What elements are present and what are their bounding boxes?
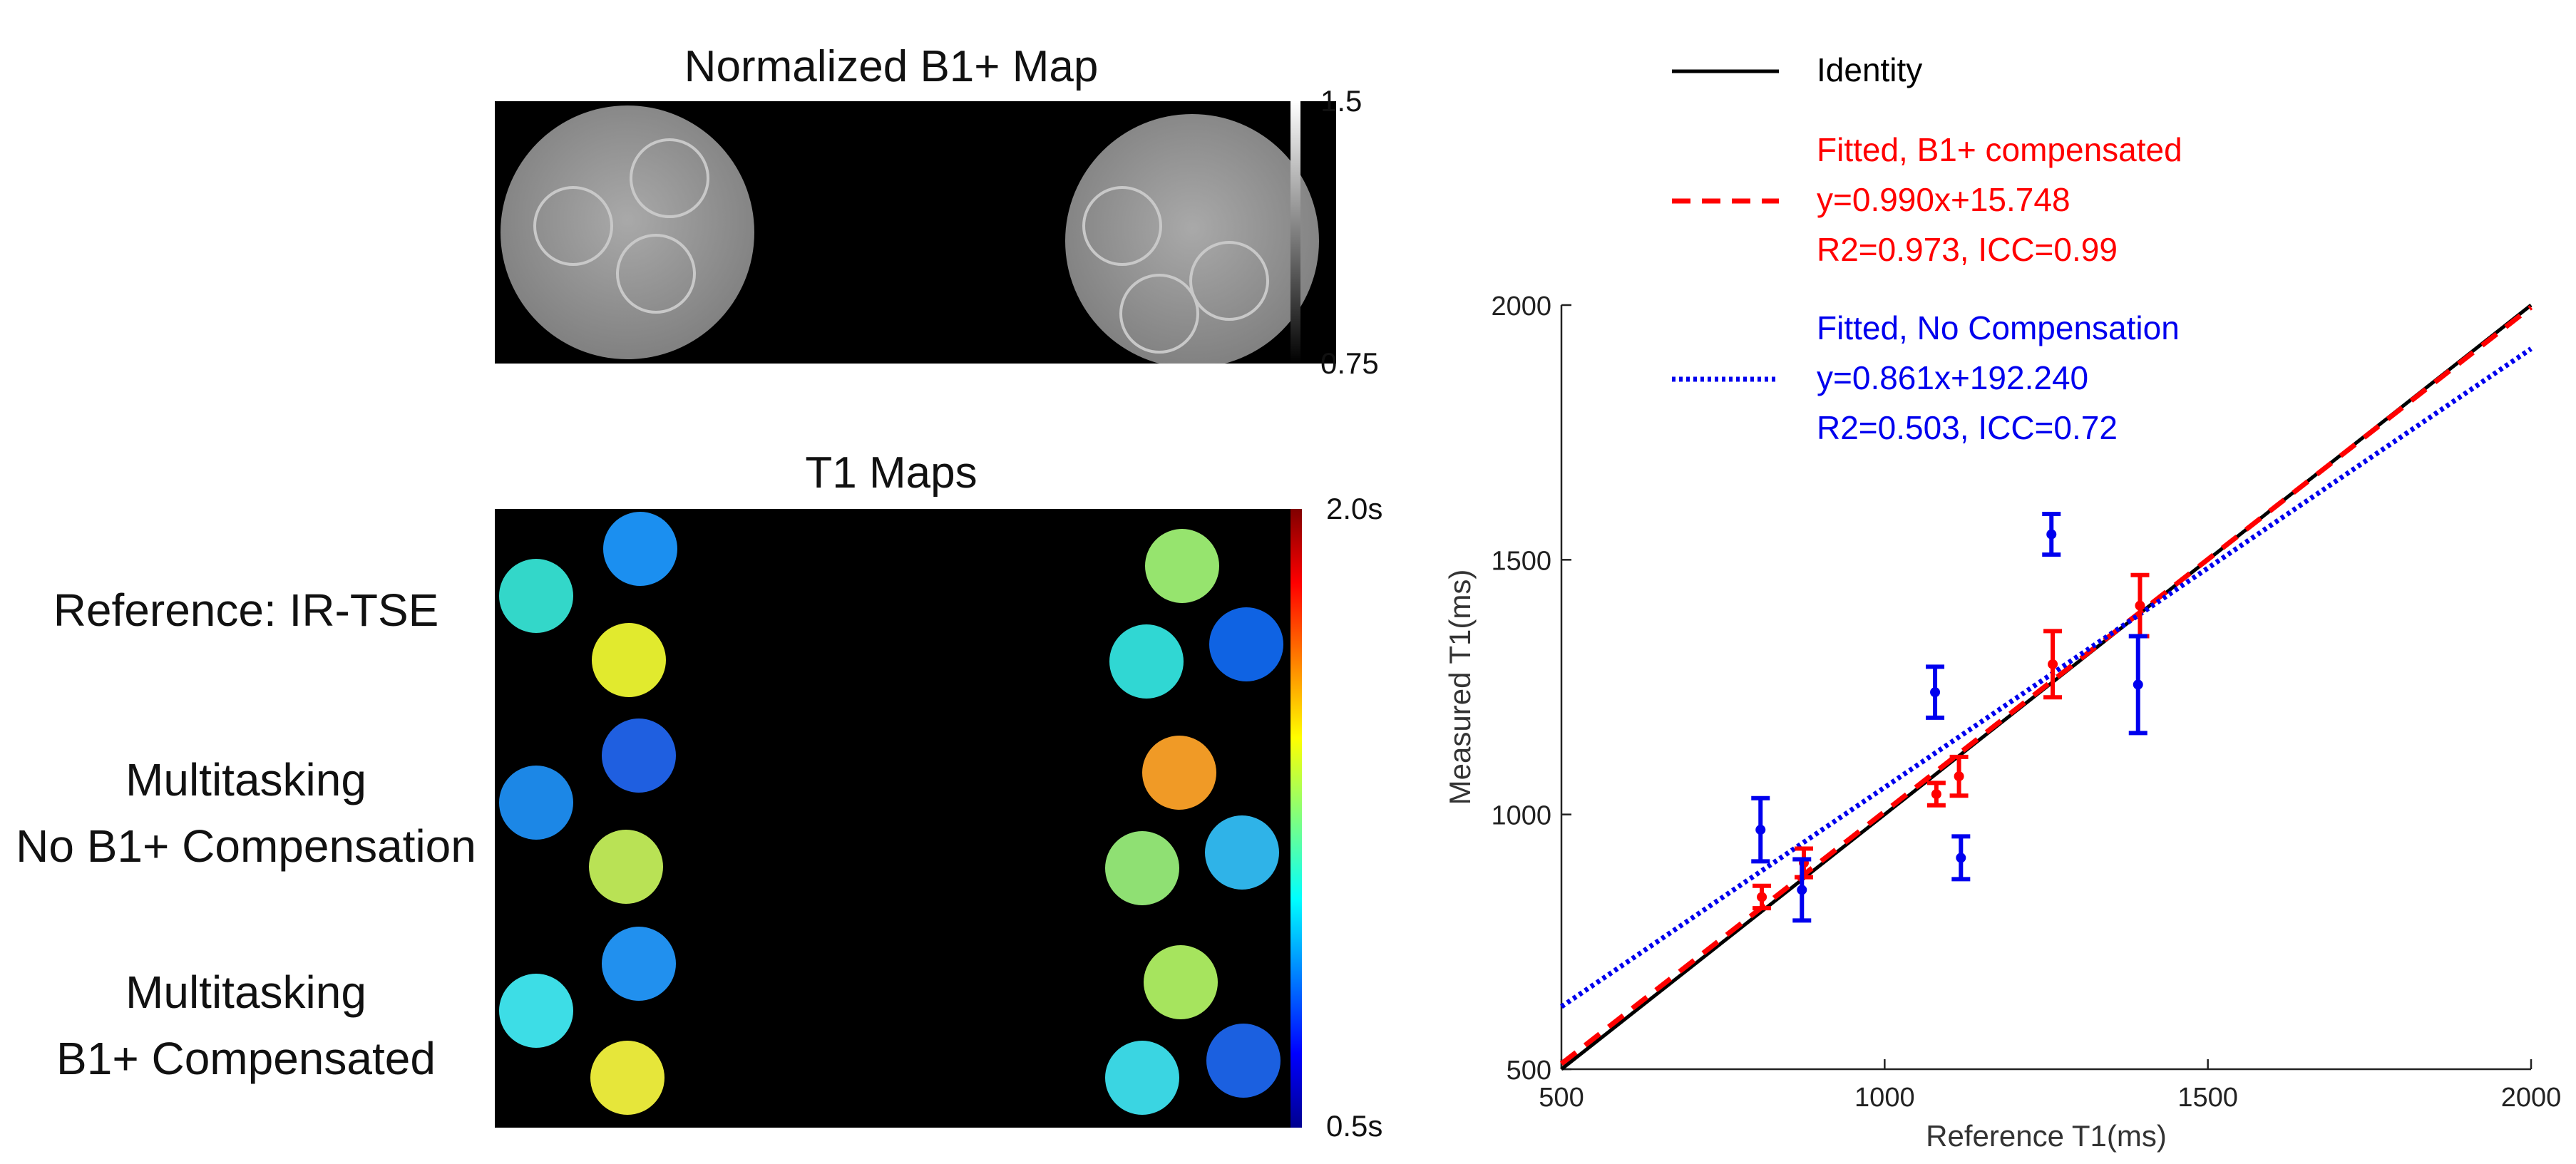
series-line-compensated — [1559, 305, 2533, 1066]
t1-vial — [1205, 815, 1279, 890]
t1-vial — [499, 974, 573, 1048]
legend-text-compensated: Fitted, B1+ compensated — [1817, 131, 2182, 168]
t1-vial — [590, 1041, 664, 1115]
b1-vial-ring — [1082, 186, 1162, 266]
x-tick-label: 2000 — [2501, 1083, 2562, 1113]
y-axis-label: Measured T1(ms) — [1443, 570, 1477, 805]
t1-vial — [1105, 831, 1179, 905]
b1-vial-ring — [616, 234, 696, 314]
b1-vial-ring — [1189, 241, 1269, 321]
b1-vial-ring — [533, 186, 613, 266]
x-axis-label: Reference T1(ms) — [1926, 1119, 2167, 1153]
data-point — [2046, 529, 2057, 540]
t1-vial — [1145, 529, 1219, 603]
legend-text-compensated: y=0.990x+15.748 — [1817, 181, 2070, 218]
row-label-reference: Reference: IR-TSE — [0, 577, 492, 644]
t1-maps-image — [495, 509, 1290, 1128]
t1-vial — [1105, 1041, 1179, 1115]
data-point — [1755, 825, 1766, 835]
x-tick-label: 1500 — [2177, 1083, 2238, 1113]
data-point — [2048, 659, 2058, 669]
t1-colorbar-max-label: 2.0s — [1326, 492, 1383, 525]
t1-vial — [1206, 1024, 1281, 1098]
legend-text-no_compensation: y=0.861x+192.240 — [1817, 359, 2088, 396]
row-label-line: Reference: IR-TSE — [53, 584, 439, 636]
data-point — [1954, 771, 1964, 782]
t1-vial — [1144, 945, 1218, 1019]
x-tick-label: 500 — [1539, 1083, 1584, 1113]
b1-colorbar-max-label: 1.5 — [1320, 84, 1363, 118]
t1-vial — [1109, 624, 1184, 699]
data-point — [2133, 679, 2143, 690]
data-point — [1757, 892, 1767, 902]
row-label-line: No B1+ Compensation — [16, 820, 476, 872]
t1-vial — [1209, 607, 1283, 681]
legend-text-no_compensation: Fitted, No Compensation — [1817, 309, 2180, 346]
b1-colorbar-min-label: 0.75 — [1320, 346, 1379, 380]
y-tick-label: 1500 — [1491, 546, 1551, 576]
data-point — [1931, 789, 1941, 800]
b1-map-title: Normalized B1+ Map — [684, 42, 1099, 91]
row-label-line: B1+ Compensated — [56, 1032, 436, 1084]
x-tick-label: 1000 — [1854, 1083, 1915, 1113]
t1-vial — [1142, 736, 1216, 810]
t1-vial — [499, 559, 573, 633]
b1-map-image — [495, 101, 1336, 364]
y-tick-label: 2000 — [1491, 292, 1551, 321]
y-tick-label: 500 — [1507, 1056, 1551, 1086]
legend-text-no_compensation: R2=0.503, ICC=0.72 — [1817, 409, 2118, 446]
t1-vial — [499, 766, 573, 840]
data-point — [1956, 853, 1966, 863]
y-tick-label: 1000 — [1491, 801, 1551, 831]
legend-text-identity: Identity — [1817, 51, 1922, 88]
data-point — [2135, 600, 2145, 611]
row-label-no-compensation: Multitasking No B1+ Compensation — [0, 747, 492, 880]
b1-colorbar — [1290, 101, 1300, 364]
t1-colorbar-min-label: 0.5s — [1326, 1109, 1383, 1143]
t1-vial — [592, 623, 666, 697]
series-line-no_compensation — [1560, 346, 2533, 1009]
b1-vial-ring — [1119, 274, 1199, 354]
b1-phantom-right — [1065, 114, 1319, 364]
data-point — [1930, 687, 1941, 698]
t1-maps-title: T1 Maps — [805, 448, 977, 498]
data-point — [1797, 885, 1807, 895]
t1-vial — [602, 719, 676, 793]
legend-text-compensated: R2=0.973, ICC=0.99 — [1817, 231, 2118, 268]
row-label-line: Multitasking — [125, 754, 366, 805]
t1-colorbar — [1290, 509, 1302, 1128]
row-label-line: Multitasking — [125, 967, 366, 1018]
b1-vial-ring — [630, 138, 709, 218]
t1-vial — [603, 512, 677, 586]
row-label-compensated: Multitasking B1+ Compensated — [0, 959, 492, 1092]
t1-vial — [589, 830, 663, 904]
t1-map-background — [495, 509, 1290, 1128]
b1-phantom-left — [501, 105, 754, 359]
t1-vial — [602, 927, 676, 1001]
